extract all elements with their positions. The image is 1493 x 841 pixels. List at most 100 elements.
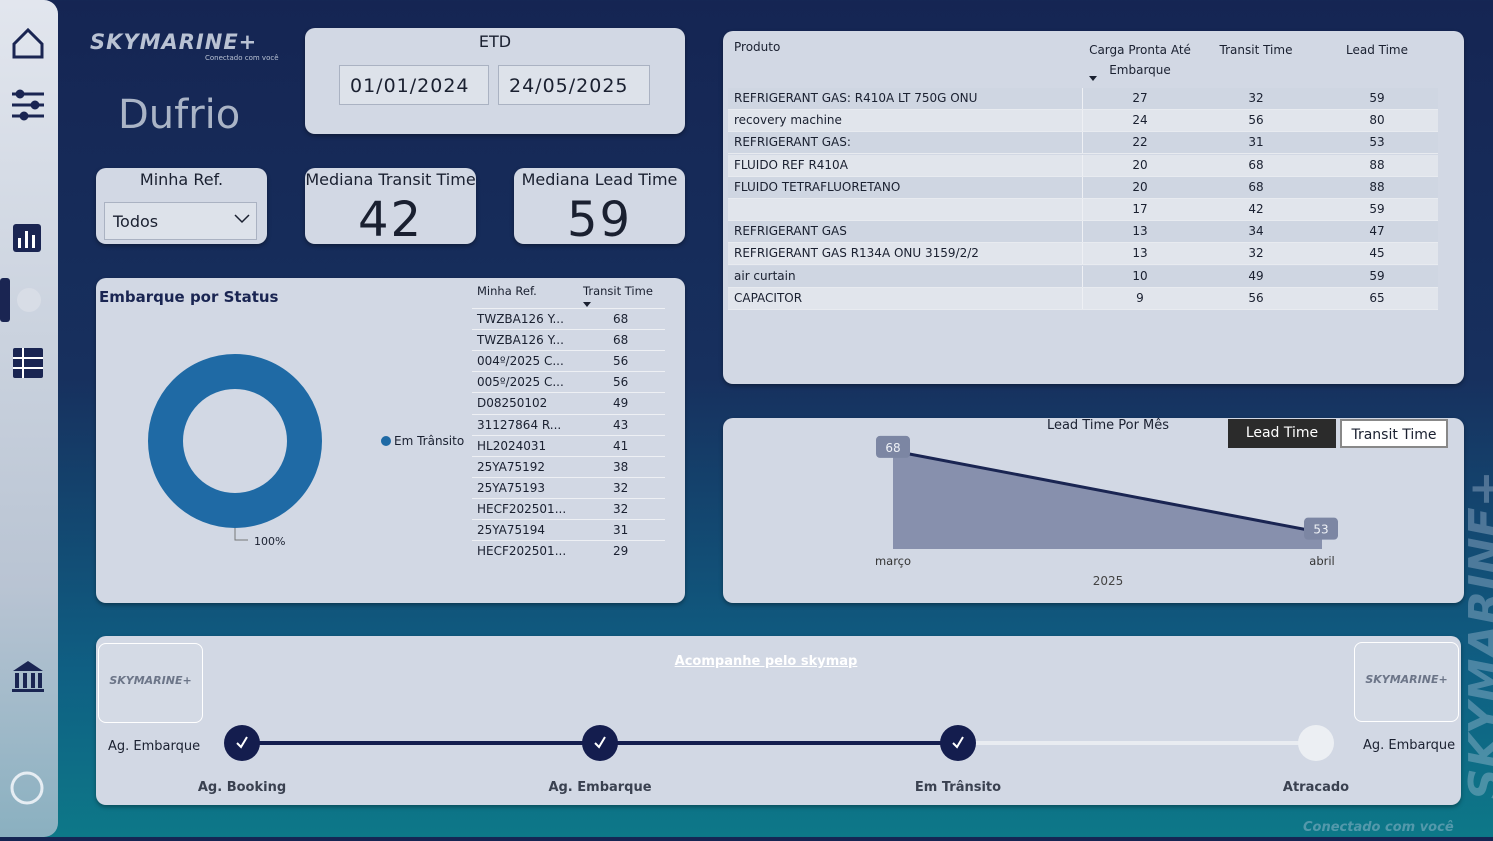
table-cell: 53 — [1369, 135, 1385, 150]
table-cell: 31127864 R... — [477, 417, 562, 432]
table-cell: REFRIGERANT GAS: R410A LT 750G ONU — [734, 91, 978, 105]
left-label: Ag. Embarque — [108, 739, 201, 754]
leader-line — [234, 528, 248, 541]
column-header: Lead Time — [1345, 43, 1408, 57]
date-end[interactable]: 24/05/2025 — [498, 65, 650, 105]
filter-icon[interactable] — [12, 89, 44, 121]
table-cell: 88 — [1369, 179, 1385, 194]
kpi-value: 59 — [566, 192, 633, 248]
table-row — [728, 221, 1438, 244]
table-cell: 25YA75193 — [477, 480, 546, 495]
table-cell: REFRIGERANT GAS R134A ONU 3159/2/2 — [734, 246, 979, 261]
table-cell: 42 — [1248, 202, 1264, 216]
active-indicator — [0, 278, 10, 322]
column-header: Transit Time — [583, 284, 653, 298]
lead-title: Lead Time Por Mês — [1046, 418, 1170, 433]
table-row — [728, 265, 1438, 288]
filter-dropdown[interactable]: Todos — [104, 202, 257, 240]
cell-divider — [1082, 110, 1083, 132]
table-row — [728, 132, 1438, 155]
table-cell: 32 — [1248, 246, 1264, 261]
table-cell: 20 — [1132, 157, 1148, 172]
table-row — [728, 154, 1438, 177]
table-cell: 47 — [1369, 224, 1385, 239]
dropdown-arrow[interactable] — [234, 214, 250, 224]
row-line — [472, 371, 665, 373]
table-cell: 59 — [1369, 202, 1385, 216]
table-cell: 56 — [613, 354, 629, 369]
table-cell: 10 — [1132, 268, 1148, 283]
table-cell: 65 — [1369, 290, 1385, 305]
table-cell: 59 — [1369, 268, 1385, 283]
toggle-button[interactable]: Lead Time — [1228, 419, 1336, 448]
column-header: Produto — [734, 40, 781, 54]
table-cell: 56 — [613, 375, 629, 390]
row-line — [472, 392, 665, 394]
table-cell: 45 — [1369, 246, 1385, 261]
lead-panel: Lead Time Por Mês 68 março 53 abril 2025 Lea… — [723, 418, 1464, 603]
row-line — [472, 540, 665, 542]
toggle-button[interactable]: Transit Time — [1340, 419, 1448, 448]
table-cell: 68 — [1248, 157, 1264, 172]
product-panel: Produto Carga Pronta Até Embarque Transit … — [723, 31, 1464, 384]
data-label: 68 — [885, 441, 900, 455]
table-cell: 68 — [613, 333, 629, 348]
check-mark — [236, 736, 248, 749]
row-line — [472, 329, 665, 331]
dufrio-logo: Dufrio — [118, 92, 241, 138]
home-icon[interactable] — [12, 27, 44, 59]
table-cell: 32 — [613, 501, 629, 516]
table-cell: HECF202501... — [477, 544, 567, 559]
table-cell: 32 — [1248, 91, 1264, 105]
table-row — [728, 176, 1438, 199]
cell-divider — [1082, 176, 1083, 198]
sidebar-icons — [0, 27, 44, 805]
check-mark — [594, 736, 606, 749]
step-label: Ag. Embarque — [548, 780, 651, 795]
row-line — [472, 308, 665, 309]
table-cell: 004º/2025 C... — [477, 354, 564, 369]
cell-divider — [1082, 265, 1083, 287]
brand-logo: SKYMARINE+ — [90, 30, 258, 54]
step-dot — [224, 725, 260, 761]
sidebar — [0, 0, 58, 837]
table-cell: recovery machine — [734, 113, 842, 128]
step-label: Em Trânsito — [915, 780, 1001, 795]
table-icon[interactable] — [13, 348, 43, 378]
check-icon[interactable] — [17, 288, 41, 312]
bank-icon[interactable] — [12, 661, 44, 692]
row-line — [472, 434, 665, 436]
skymap-link[interactable]: Acompanhe pelo skymap — [674, 654, 858, 669]
data-label: 53 — [1313, 523, 1328, 537]
watermark: SKYMARINE+ — [1460, 470, 1493, 800]
step-label: Atracado — [1283, 780, 1349, 795]
column-header: Carga Pronta Até Embarque — [1089, 43, 1191, 77]
etd-label: ETD — [478, 32, 512, 51]
table-cell: 56 — [1248, 113, 1264, 128]
table-row — [728, 88, 1438, 110]
table-cell: HL2024031 — [477, 438, 547, 453]
table-cell: 49 — [613, 396, 629, 411]
table-cell: 13 — [1132, 246, 1148, 261]
progress-track: Ag. Booking Ag. Embarque Em Trânsito Atraca… — [198, 725, 1349, 795]
table-cell: 68 — [1248, 179, 1264, 194]
table-cell: 9 — [1136, 290, 1144, 305]
filter-panel: Minha Ref. Todos — [96, 168, 267, 244]
table-cell: 22 — [1132, 135, 1148, 150]
row-line — [472, 519, 665, 520]
table-cell: D08250102 — [477, 396, 548, 411]
table-cell: TWZBA126 Y... — [477, 312, 564, 326]
step-dot — [582, 725, 618, 761]
chart-icon[interactable] — [13, 224, 41, 252]
table-cell: 41 — [613, 438, 629, 453]
area — [893, 450, 1322, 549]
x-tick-label: abril — [1309, 554, 1334, 568]
sort-arrow — [1089, 76, 1097, 81]
table-row — [728, 110, 1438, 133]
date-start[interactable]: 01/01/2024 — [339, 65, 489, 105]
cell-divider — [1082, 221, 1083, 243]
table-cell: TWZBA126 Y... — [477, 333, 564, 348]
legend-label: Em Trânsito — [394, 434, 464, 448]
table-cell: 25YA75194 — [477, 523, 546, 537]
